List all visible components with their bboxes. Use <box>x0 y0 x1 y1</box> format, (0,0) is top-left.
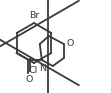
Text: Cl: Cl <box>28 66 38 75</box>
Text: N: N <box>39 64 46 73</box>
Text: O: O <box>67 39 74 48</box>
Text: Br: Br <box>29 11 39 20</box>
Text: O: O <box>25 75 33 84</box>
